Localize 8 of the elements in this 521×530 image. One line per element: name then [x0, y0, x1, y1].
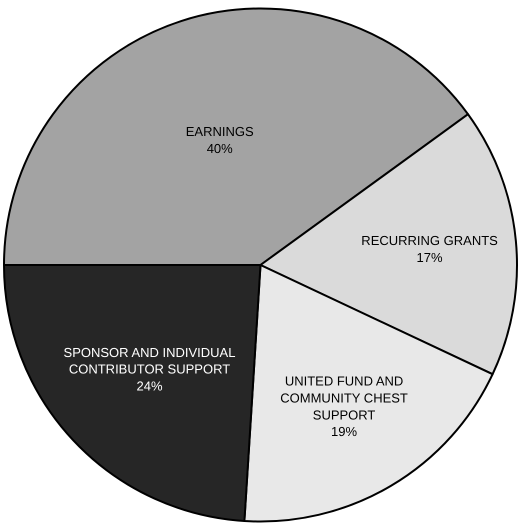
slice-label: SPONSOR AND INDIVIDUAL CONTRIBUTOR SUPPORT	[64, 344, 236, 377]
slice-label: UNITED FUND AND COMMUNITY CHEST SUPPORT	[280, 373, 408, 422]
data-label: 19%	[331, 424, 358, 440]
data-label: 17%	[416, 250, 444, 265]
slice-label: EARNINGS	[186, 124, 254, 140]
data-label: 40%	[206, 140, 234, 156]
data-label: 24%	[136, 378, 163, 394]
slice-label: RECURRING GRANTS	[361, 233, 498, 248]
